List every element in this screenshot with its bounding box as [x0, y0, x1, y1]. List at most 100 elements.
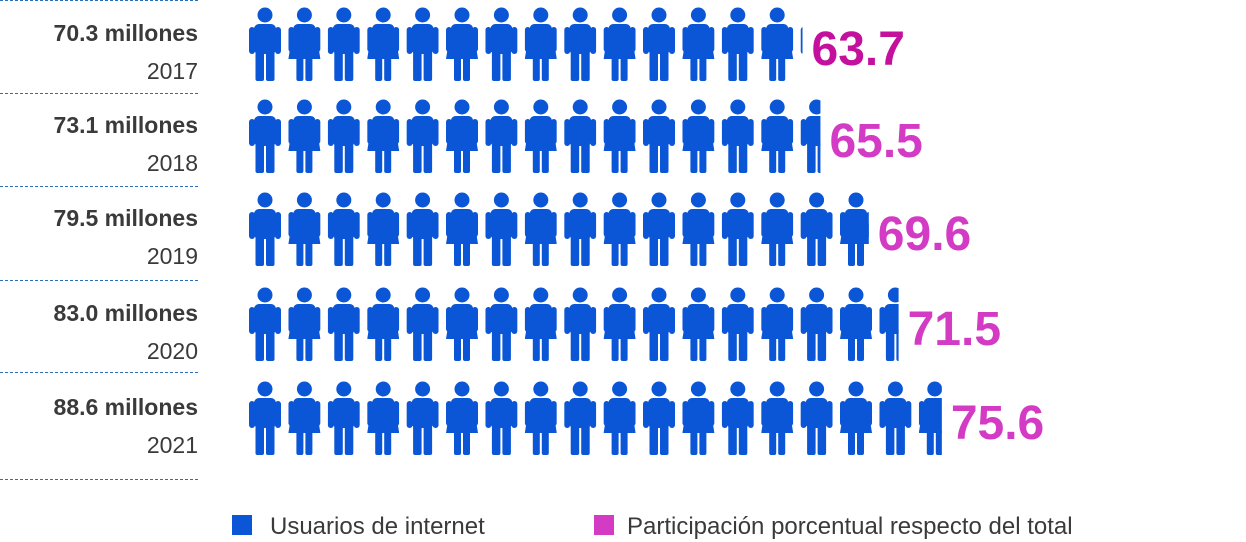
row-labels: 70.3 millones 2017 73.1 millones 2018 79.5 m…: [54, 20, 198, 458]
pictograph-row: [249, 192, 869, 266]
man-figure-icon: [485, 381, 518, 455]
woman-figure-icon: [603, 287, 636, 361]
woman-figure-icon: [603, 7, 636, 81]
woman-figure-icon: [761, 287, 794, 361]
woman-figure-icon: [446, 99, 478, 173]
man-figure-icon: [879, 381, 912, 455]
man-figure-icon: [643, 192, 675, 266]
woman-figure-icon: [682, 381, 715, 455]
woman-figure-icon: [367, 381, 400, 455]
man-figure-icon: [643, 287, 675, 361]
man-figure-icon: [327, 381, 360, 455]
woman-figure-icon: [524, 381, 557, 455]
legend: Usuarios de internet Participación porce…: [232, 513, 1073, 540]
man-figure-icon: [721, 192, 754, 266]
man-figure-icon: [564, 99, 597, 173]
row-separators: [0, 0, 200, 480]
man-figure-icon: [721, 7, 754, 81]
users-amount-label: 88.6 millones: [54, 394, 198, 420]
man-figure-icon: [327, 99, 360, 173]
man-figure-icon: [485, 99, 518, 173]
woman-figure-icon: [682, 99, 715, 173]
man-figure-icon: [800, 381, 833, 455]
year-label: 2017: [147, 58, 198, 84]
woman-figure-icon: [840, 287, 872, 361]
woman-figure-icon: [524, 287, 557, 361]
woman-figure-icon: [446, 7, 478, 81]
woman-figure-icon: [367, 192, 400, 266]
man-figure-icon: [485, 7, 518, 81]
woman-figure-icon: [761, 7, 794, 81]
man-figure-icon: [800, 99, 821, 173]
pictograph-row: [249, 287, 899, 361]
pictograph-row: [249, 7, 803, 81]
man-figure-icon: [564, 287, 597, 361]
man-figure-icon: [406, 381, 439, 455]
pictograph-row: [249, 381, 942, 455]
woman-figure-icon: [761, 192, 794, 266]
woman-figure-icon: [918, 381, 942, 455]
pictograph-row: [249, 99, 821, 173]
year-label: 2019: [147, 243, 198, 269]
man-figure-icon: [721, 381, 754, 455]
users-amount-label: 79.5 millones: [54, 205, 198, 231]
man-figure-icon: [327, 287, 360, 361]
man-figure-icon: [406, 99, 439, 173]
woman-figure-icon: [840, 381, 872, 455]
man-figure-icon: [327, 192, 360, 266]
woman-figure-icon: [524, 99, 557, 173]
man-figure-icon: [879, 287, 899, 361]
woman-figure-icon: [288, 192, 321, 266]
man-figure-icon: [249, 99, 281, 173]
share-value-label: 71.5: [908, 303, 1001, 356]
users-amount-label: 83.0 millones: [54, 300, 198, 326]
woman-figure-icon: [288, 381, 321, 455]
man-figure-icon: [406, 7, 439, 81]
man-figure-icon: [249, 381, 281, 455]
man-figure-icon: [249, 192, 281, 266]
share-value-label: 69.6: [878, 208, 971, 261]
woman-figure-icon: [761, 99, 794, 173]
man-figure-icon: [721, 99, 754, 173]
woman-figure-icon: [603, 192, 636, 266]
man-figure-icon: [485, 192, 518, 266]
man-figure-icon: [249, 287, 281, 361]
woman-figure-icon: [761, 381, 794, 455]
year-label: 2018: [147, 150, 198, 176]
man-figure-icon: [800, 287, 833, 361]
woman-figure-icon: [446, 192, 478, 266]
man-figure-icon: [721, 287, 754, 361]
share-value-label: 75.6: [951, 397, 1044, 450]
woman-figure-icon: [524, 7, 557, 81]
legend-swatch-users: [232, 515, 252, 535]
year-label: 2021: [147, 432, 198, 458]
woman-figure-icon: [367, 7, 400, 81]
woman-figure-icon: [288, 7, 321, 81]
man-figure-icon: [643, 99, 675, 173]
share-value-label: 63.7: [812, 23, 905, 76]
man-figure-icon: [564, 381, 597, 455]
legend-label-users: Usuarios de internet: [270, 513, 485, 540]
man-figure-icon: [564, 192, 597, 266]
man-figure-icon: [249, 7, 281, 81]
woman-figure-icon: [288, 287, 321, 361]
man-figure-icon: [485, 287, 518, 361]
year-label: 2020: [147, 338, 198, 364]
man-figure-icon: [564, 7, 597, 81]
legend-swatch-share: [594, 515, 614, 535]
woman-figure-icon: [367, 99, 400, 173]
share-values: 63.7 65.5 69.6 71.5 75.6: [812, 23, 1045, 450]
share-value-label: 65.5: [829, 115, 922, 168]
woman-figure-icon: [446, 287, 478, 361]
woman-figure-icon: [682, 192, 715, 266]
man-figure-icon: [406, 287, 439, 361]
man-figure-icon: [327, 7, 360, 81]
woman-figure-icon: [603, 381, 636, 455]
man-figure-icon: [643, 7, 675, 81]
man-figure-icon: [800, 192, 833, 266]
woman-figure-icon: [682, 287, 715, 361]
woman-figure-icon: [446, 381, 478, 455]
woman-figure-icon: [367, 287, 400, 361]
woman-figure-icon: [682, 7, 715, 81]
